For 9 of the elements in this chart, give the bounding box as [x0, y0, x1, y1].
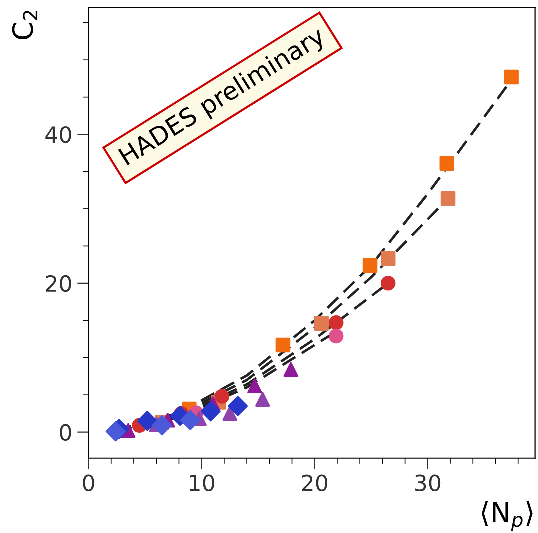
x-tick-label: 10: [190, 474, 214, 492]
y-tick-label: 40: [46, 126, 72, 144]
y-axis-title: C$_{2}$: [12, 10, 38, 40]
x-tick-label: 20: [302, 474, 328, 492]
y-tick-label: 0: [60, 424, 72, 442]
x-tick-label: 0: [83, 474, 94, 492]
y-tick-label: 20: [46, 275, 72, 292]
x-axis-title: ⟨N$_{p}$⟩: [482, 501, 533, 532]
x-tick-label: 30: [415, 474, 441, 492]
